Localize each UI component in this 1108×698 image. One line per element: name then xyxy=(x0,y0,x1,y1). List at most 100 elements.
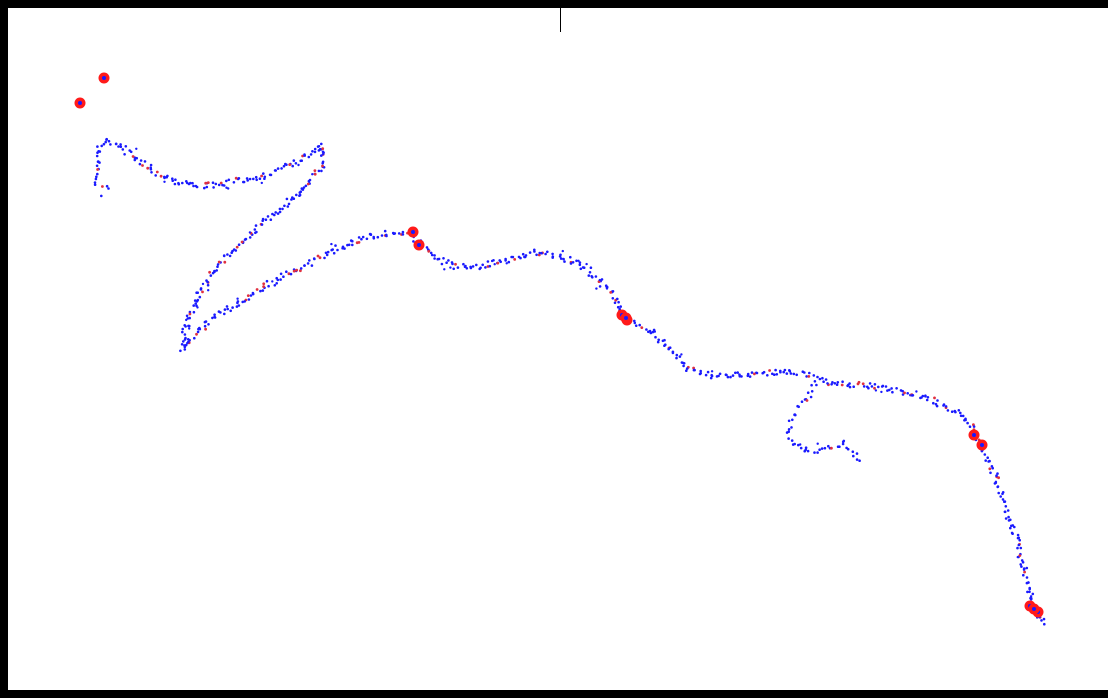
track-point xyxy=(654,335,657,339)
track-point xyxy=(150,171,153,174)
waypoint-marker[interactable] xyxy=(976,439,988,451)
track-point xyxy=(271,212,274,216)
waypoint-marker[interactable] xyxy=(407,226,419,238)
track-point xyxy=(313,257,316,261)
track-point xyxy=(790,439,794,442)
track-point xyxy=(577,259,580,262)
track-point xyxy=(171,179,174,182)
track-point xyxy=(159,174,163,178)
track-point xyxy=(154,174,157,177)
waypoint-marker-center xyxy=(980,443,984,447)
track-point xyxy=(217,260,221,264)
track-point xyxy=(188,327,191,330)
track-point xyxy=(207,323,210,326)
track-point xyxy=(874,389,878,392)
track-point xyxy=(1018,554,1022,557)
track-point xyxy=(884,385,888,388)
waypoint-marker[interactable] xyxy=(968,429,980,441)
track-point xyxy=(748,375,752,378)
track-point xyxy=(96,160,100,163)
track-point xyxy=(827,444,830,448)
track-point xyxy=(334,244,337,247)
track-point xyxy=(484,266,487,269)
track-point xyxy=(119,145,123,148)
track-point xyxy=(237,177,241,180)
track-point xyxy=(183,345,187,349)
map-canvas[interactable] xyxy=(8,8,1108,690)
track-point xyxy=(799,446,803,450)
track-point xyxy=(946,409,950,412)
track-point xyxy=(276,278,280,282)
track-point xyxy=(306,262,310,265)
track-point xyxy=(215,269,218,272)
track-point xyxy=(848,382,851,385)
track-point xyxy=(994,480,998,483)
track-point xyxy=(613,301,617,305)
track-point xyxy=(181,330,184,334)
track-point xyxy=(291,164,295,168)
track-point xyxy=(316,254,320,258)
track-point xyxy=(124,145,128,148)
track-point xyxy=(100,194,103,198)
waypoint-marker-center xyxy=(411,230,415,234)
track-point xyxy=(715,375,719,378)
track-point xyxy=(230,251,233,254)
track-point xyxy=(203,324,207,328)
track-point xyxy=(1020,559,1024,562)
track-point xyxy=(1019,546,1023,550)
track-point xyxy=(209,274,213,277)
track-point xyxy=(454,262,457,266)
track-point xyxy=(285,197,289,201)
track-point xyxy=(452,267,456,271)
track-point xyxy=(996,472,999,475)
track-point xyxy=(443,268,446,271)
track-point xyxy=(223,312,226,316)
track-point xyxy=(806,449,810,453)
track-point xyxy=(155,170,159,174)
track-point xyxy=(308,259,311,262)
track-point xyxy=(524,254,528,257)
track-point xyxy=(313,147,317,151)
track-point xyxy=(208,270,212,274)
track-point xyxy=(123,153,126,156)
track-point xyxy=(1004,517,1008,520)
track-point xyxy=(234,176,238,180)
waypoint-marker[interactable] xyxy=(1028,603,1040,615)
track-point xyxy=(303,153,306,156)
track-point xyxy=(533,248,536,252)
track-point xyxy=(731,374,735,377)
track-point xyxy=(805,375,808,378)
track-point xyxy=(528,251,532,254)
track-point xyxy=(611,297,615,300)
track-point xyxy=(571,261,575,264)
track-point xyxy=(911,394,915,397)
track-point xyxy=(260,223,264,226)
track-point xyxy=(986,456,989,460)
track-point xyxy=(242,180,245,184)
waypoint-marker[interactable] xyxy=(98,72,110,84)
waypoint-marker[interactable] xyxy=(620,312,632,324)
track-point xyxy=(774,368,777,372)
track-point xyxy=(101,185,104,188)
track-point xyxy=(343,247,346,250)
track-point xyxy=(227,178,231,182)
track-point xyxy=(738,373,741,377)
track-point xyxy=(594,275,598,278)
track-point xyxy=(198,295,202,299)
track-point xyxy=(259,289,262,293)
track-point xyxy=(332,251,336,255)
track-point xyxy=(194,302,197,305)
track-point xyxy=(219,181,223,185)
track-point xyxy=(657,338,660,342)
track-point xyxy=(307,179,311,183)
track-point xyxy=(1022,568,1026,571)
track-point xyxy=(195,185,199,189)
track-point xyxy=(385,234,388,238)
track-point xyxy=(321,161,325,165)
track-point xyxy=(247,298,251,301)
waypoint-marker[interactable] xyxy=(413,239,425,251)
track-point xyxy=(903,391,906,395)
waypoint-marker[interactable] xyxy=(74,97,86,109)
track-point xyxy=(1025,581,1029,585)
track-point xyxy=(551,256,554,259)
